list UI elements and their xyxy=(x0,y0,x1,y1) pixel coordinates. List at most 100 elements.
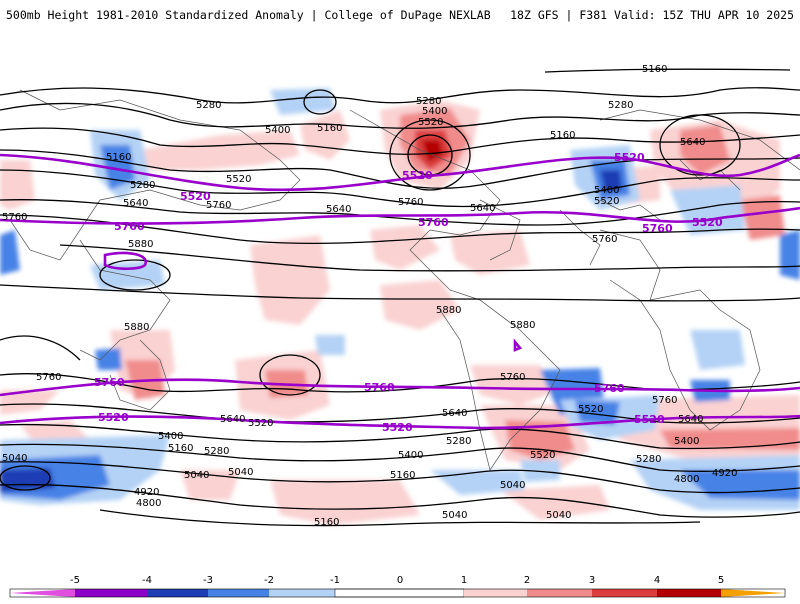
contour-label: 5520 xyxy=(382,421,413,434)
map-title: 500mb Height 1981-2010 Standardized Anom… xyxy=(6,8,491,22)
contour-label: 5760 xyxy=(206,200,231,211)
contour-label: 5520 xyxy=(180,190,211,203)
contour-label: 5520 xyxy=(614,151,645,164)
contour-label: 5160 xyxy=(314,517,339,528)
contour-label: 5280 xyxy=(196,100,221,111)
contour-label: 5760 xyxy=(36,372,61,383)
contour-label: 5520 xyxy=(530,450,555,461)
contour-label: 5040 xyxy=(228,467,253,478)
colorbar-swatch xyxy=(334,588,465,598)
contour-label: 5880 xyxy=(124,322,149,333)
contour-label: 5400 xyxy=(158,431,183,442)
contour-label: 5520 xyxy=(226,174,251,185)
colorbar-swatches xyxy=(9,588,786,598)
colorbar-tick: 2 xyxy=(524,575,530,586)
colorbar-swatch xyxy=(208,589,269,597)
contour-label: 5280 xyxy=(446,436,471,447)
contour-label: 5640 xyxy=(442,408,467,419)
colorbar-tick: -5 xyxy=(70,575,80,586)
contour-label: 5040 xyxy=(500,480,525,491)
contour-label: 5160 xyxy=(550,130,575,141)
contour-label: 5640 xyxy=(680,137,705,148)
colorbar-tick: 4 xyxy=(654,575,660,586)
contour-label: 5760 xyxy=(94,376,125,389)
contour-label: 5760 xyxy=(2,212,27,223)
contour-label: 5880 xyxy=(510,320,535,331)
highlight-contours xyxy=(0,153,800,430)
header: 500mb Height 1981-2010 Standardized Anom… xyxy=(0,0,800,30)
contour-label: 5520 xyxy=(402,169,433,182)
contour-label: 4920 xyxy=(134,487,159,498)
contour-label: 5880 xyxy=(436,305,461,316)
contour-label: 5760 xyxy=(594,382,625,395)
colorbar-border xyxy=(9,588,786,598)
colorbar-tick: 1 xyxy=(461,575,467,586)
height-contours xyxy=(0,68,800,527)
contour-label: 5040 xyxy=(184,470,209,481)
colorbar-swatch xyxy=(10,589,75,597)
contour-label: 5040 xyxy=(2,453,27,464)
purple-contour-labels: 5520 5520 5760 5760 5520 5760 5760 5760 … xyxy=(94,151,723,434)
contour-label: 5400 xyxy=(594,185,619,196)
contour-label: 5520 xyxy=(248,418,273,429)
contour-label: 5640 xyxy=(123,198,148,209)
contour-label: 5400 xyxy=(674,436,699,447)
contour-label: 5040 xyxy=(546,510,571,521)
anomaly-map: 5160 5280 5400 5160 5280 5400 5520 5280 … xyxy=(0,30,800,530)
contour-label: 5160 xyxy=(106,152,131,163)
contour-label: 5400 xyxy=(398,450,423,461)
colorbar-tick: -3 xyxy=(203,575,213,586)
contour-label: 5760 xyxy=(500,372,525,383)
contour-label: 5520 xyxy=(692,216,723,229)
colorbar-swatch xyxy=(464,589,527,597)
contour-label: 5640 xyxy=(678,414,703,425)
contour-label: 5640 xyxy=(326,204,351,215)
contour-label: 5760 xyxy=(364,381,395,394)
contour-label: 5760 xyxy=(592,234,617,245)
colorbar-swatch xyxy=(721,589,785,597)
contour-label: 5400 xyxy=(265,125,290,136)
colorbar-tick: 3 xyxy=(589,575,595,586)
colorbar-svg: -5 -4 -3 -2 -1 0 1 2 3 4 5 xyxy=(9,575,786,598)
contour-label: 5760 xyxy=(398,197,423,208)
colorbar-tick: -1 xyxy=(330,575,340,586)
colorbar-tick: -2 xyxy=(264,575,274,586)
colorbar-swatch xyxy=(657,589,721,597)
contour-label: 5520 xyxy=(98,411,129,424)
contour-label: 5760 xyxy=(652,395,677,406)
contour-label: 5640 xyxy=(470,203,495,214)
contour-label: 5760 xyxy=(114,220,145,233)
map-svg: 5160 5280 5400 5160 5280 5400 5520 5280 … xyxy=(0,64,800,528)
colorbar-tick: 0 xyxy=(397,575,403,586)
contour-label: 5280 xyxy=(608,100,633,111)
contour-label: 4920 xyxy=(712,468,737,479)
contour-label: 5520 xyxy=(594,196,619,207)
colorbar-tick: -4 xyxy=(142,575,152,586)
contour-label: 5880 xyxy=(128,239,153,250)
contour-label: 5520 xyxy=(418,117,443,128)
contour-label: 5280 xyxy=(416,96,441,107)
colorbar: -5 -4 -3 -2 -1 0 1 2 3 4 5 xyxy=(0,566,800,600)
contour-label: 5640 xyxy=(220,414,245,425)
contour-label: 5280 xyxy=(636,454,661,465)
contour-label: 5760 xyxy=(642,222,673,235)
contour-label: 5160 xyxy=(317,123,342,134)
contour-label: 5520 xyxy=(578,404,603,415)
black-contour-labels: 5160 5280 5400 5160 5280 5400 5520 5280 … xyxy=(2,64,737,528)
contour-label: 5160 xyxy=(642,64,667,75)
colorbar-swatch xyxy=(75,589,147,597)
contour-label: 5160 xyxy=(168,443,193,454)
contour-label: 5160 xyxy=(390,470,415,481)
contour-label: 4800 xyxy=(674,474,699,485)
colorbar-tick-labels: -5 -4 -3 -2 -1 0 1 2 3 4 5 xyxy=(70,575,724,586)
model-run-info: 18Z GFS | F381 Valid: 15Z THU APR 10 202… xyxy=(510,8,794,22)
colorbar-tick: 5 xyxy=(718,575,724,586)
colorbar-swatch xyxy=(527,589,592,597)
contour-label: 5400 xyxy=(422,106,447,117)
contour-label: 5280 xyxy=(204,446,229,457)
contour-label: 5040 xyxy=(442,510,467,521)
contour-label: 5280 xyxy=(130,180,155,191)
contour-label: 4800 xyxy=(136,498,161,509)
colorbar-swatch xyxy=(269,589,335,597)
colorbar-swatch xyxy=(592,589,657,597)
